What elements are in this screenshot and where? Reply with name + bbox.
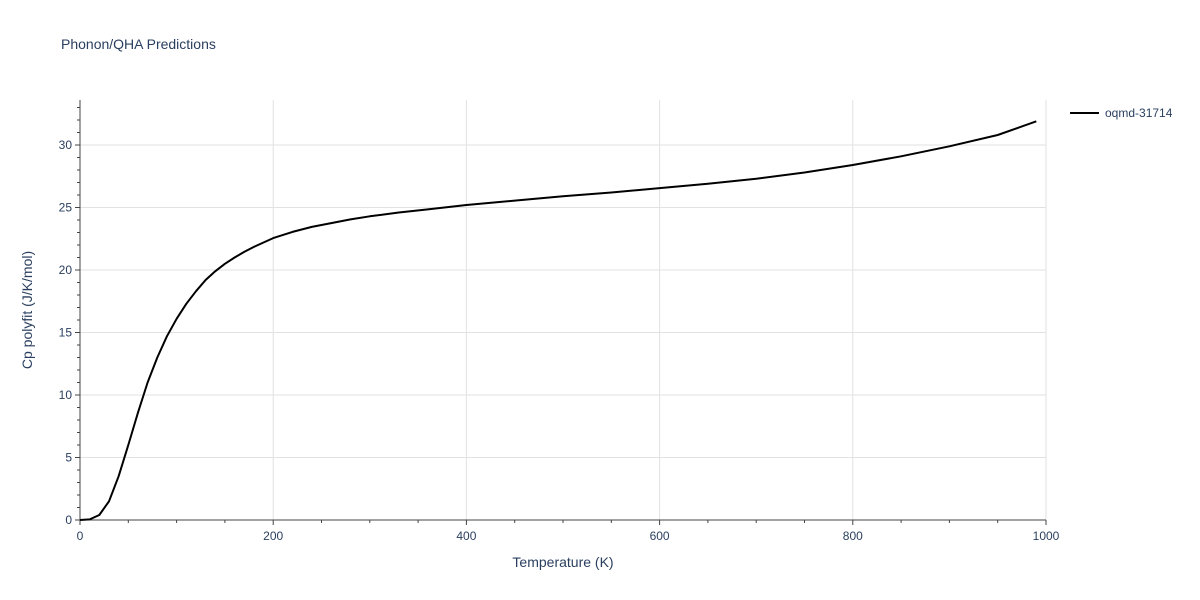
y-tick-label: 5 <box>65 451 72 465</box>
y-tick-label: 10 <box>59 388 73 402</box>
legend-swatch <box>1070 112 1099 114</box>
y-axis-label: Cp polyfit (J/K/mol) <box>19 250 35 370</box>
y-tick-label: 30 <box>59 138 73 152</box>
y-tick-label: 0 <box>65 513 72 527</box>
x-tick-label: 200 <box>263 529 283 543</box>
y-tick-label: 20 <box>59 263 73 277</box>
x-tick-label: 1000 <box>1033 529 1060 543</box>
x-tick-label: 600 <box>650 529 670 543</box>
legend-label: oqmd-31714 <box>1105 106 1173 120</box>
y-tick-label: 15 <box>59 326 73 340</box>
x-tick-label: 800 <box>843 529 863 543</box>
legend[interactable]: oqmd-31714 <box>1070 106 1172 120</box>
x-axis-label: Temperature (K) <box>512 554 614 570</box>
series-line <box>79 120 1037 521</box>
x-tick-label: 0 <box>77 529 84 543</box>
chart-title: Phonon/QHA Predictions <box>61 36 216 52</box>
x-tick-label: 400 <box>456 529 476 543</box>
y-tick-label: 25 <box>59 201 73 215</box>
